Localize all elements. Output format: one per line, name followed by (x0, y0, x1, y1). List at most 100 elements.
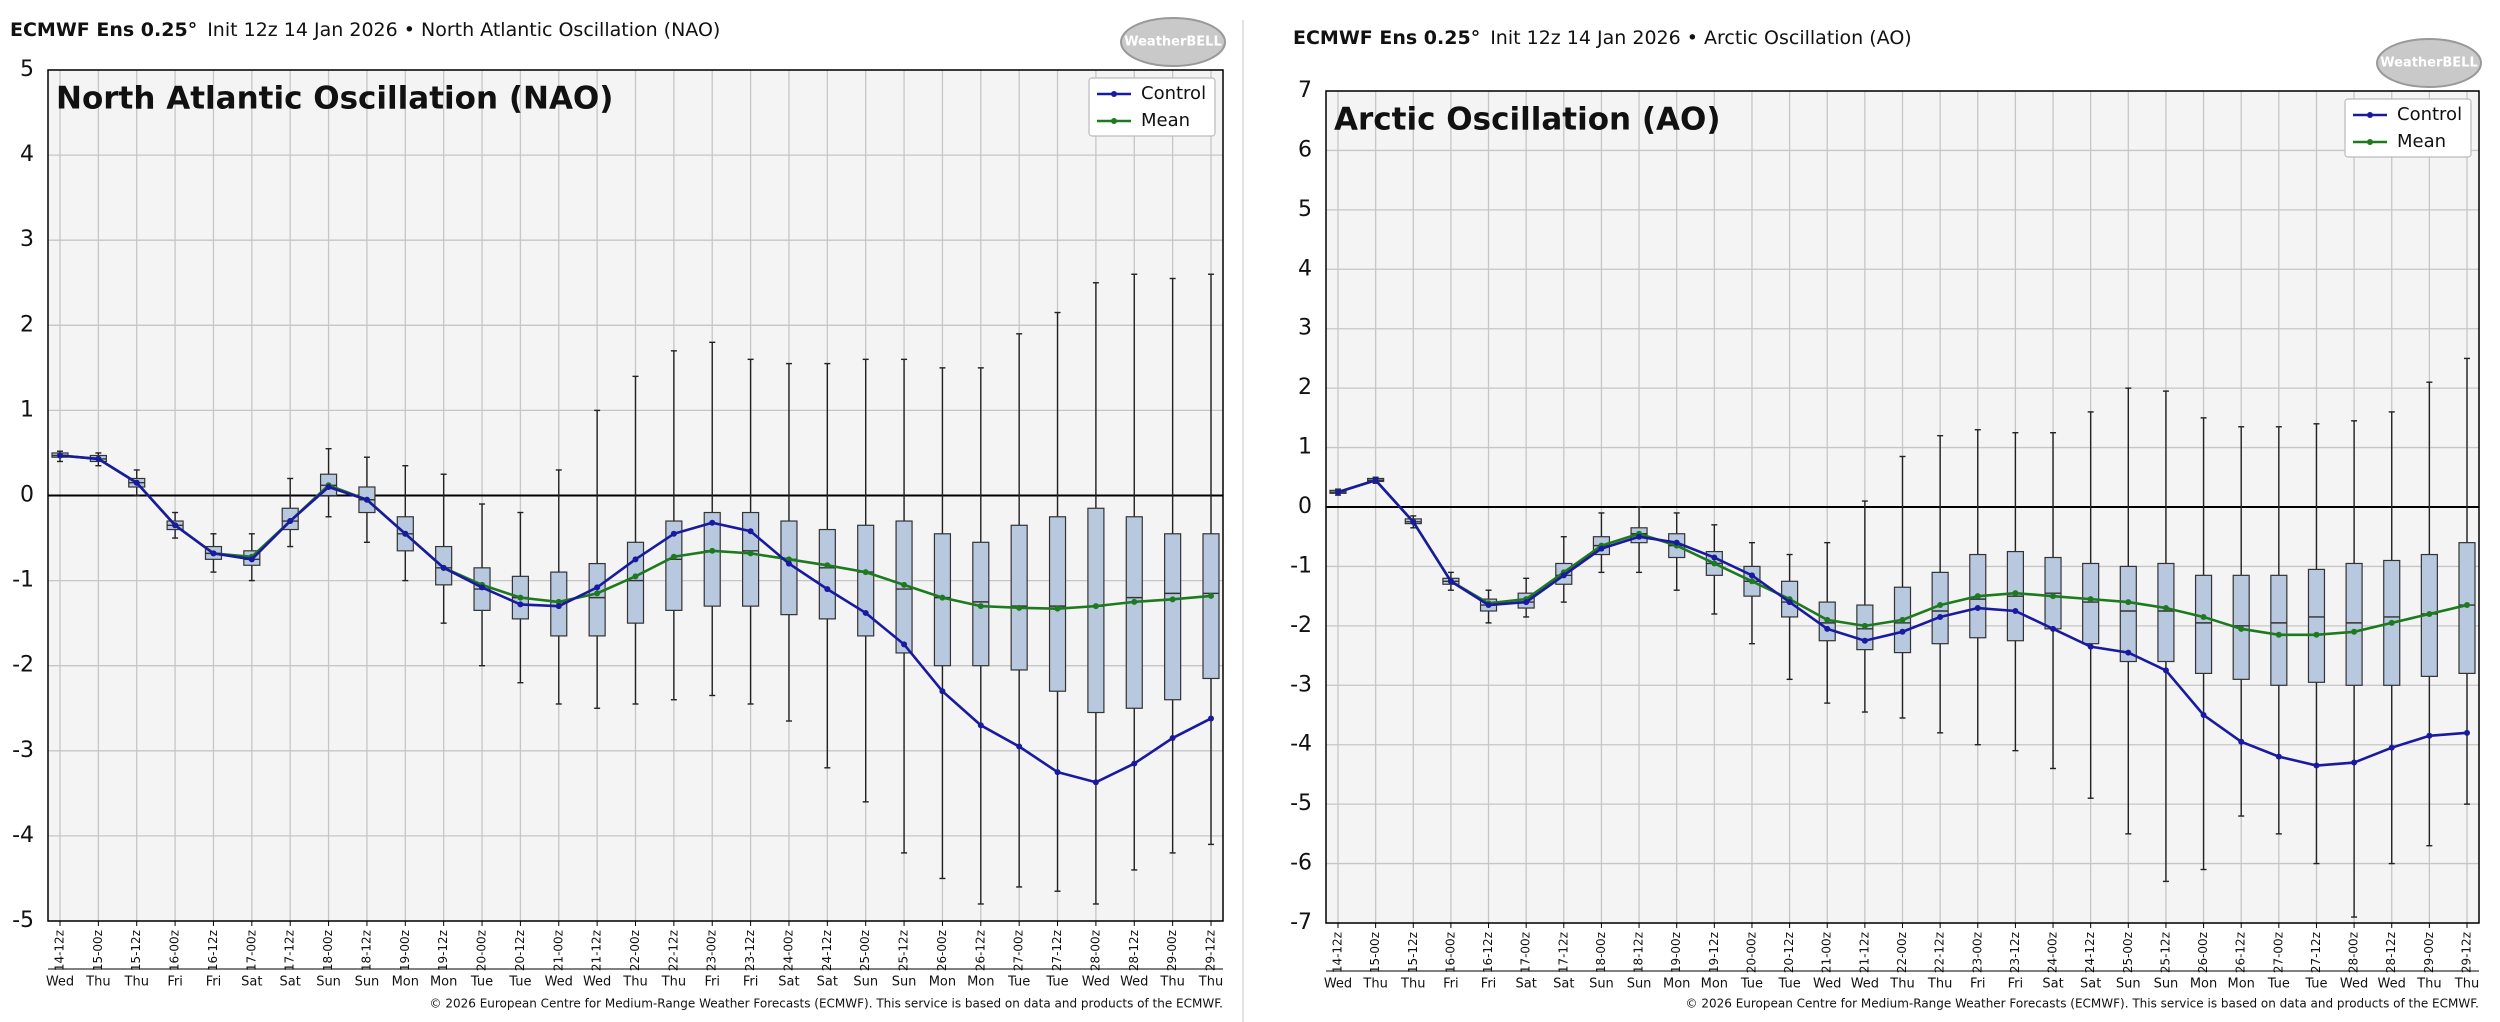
series-marker (1786, 599, 1793, 606)
chart-title: Arctic Oscillation (AO) (1334, 102, 1721, 138)
series-marker (1016, 604, 1023, 611)
x-tick-label: 19-12z (1707, 932, 1721, 973)
weekday-label: Sat (778, 975, 799, 990)
series-marker (479, 584, 486, 591)
y-tick-label: -3 (12, 738, 34, 763)
x-tick-label: 18-12z (1632, 932, 1646, 973)
box (2270, 574, 2288, 686)
series-marker (2050, 625, 2057, 632)
series-marker (555, 603, 562, 610)
weekday-label: Thu (1198, 975, 1223, 990)
series-marker (1937, 602, 1944, 609)
x-tick-label: 20-12z (513, 930, 527, 971)
weekday-label: Sat (241, 975, 262, 990)
y-tick-label: -5 (1290, 791, 1312, 816)
series-marker (901, 641, 908, 648)
y-tick-label: 4 (1298, 256, 1312, 281)
x-tick-label: 17-00z (244, 930, 258, 971)
series-marker (1711, 554, 1718, 561)
legend-label: Control (2397, 104, 2462, 125)
x-tick-label: 25-00z (858, 930, 872, 971)
weekday-label: Mon (1701, 977, 1728, 992)
x-tick-label: 14-12z (53, 930, 67, 971)
x-tick-label: 27-00z (1012, 930, 1026, 971)
y-tick-label: 6 (1298, 137, 1312, 162)
weekday-label: Wed (1120, 975, 1148, 990)
legend-swatch-marker (1111, 91, 1117, 97)
weekday-label: Thu (124, 975, 149, 990)
header-text: Init 12z 14 Jan 2026 • North Atlantic Os… (207, 19, 720, 41)
y-tick-label: -5 (12, 908, 34, 933)
box (2119, 565, 2137, 663)
series-marker (1092, 603, 1099, 610)
x-tick-label: 24-12z (820, 930, 834, 971)
series-marker (594, 584, 601, 591)
x-tick-label: 20-00z (1744, 932, 1758, 973)
weekday-label: Sat (2042, 977, 2063, 992)
x-tick-label: 22-00z (1895, 932, 1909, 973)
series-marker (2464, 602, 2470, 609)
series-marker (2275, 631, 2282, 638)
weekday-label: Sun (1627, 977, 1652, 992)
y-tick-label: 2 (1298, 375, 1312, 400)
weekday-label: Sun (316, 975, 341, 990)
series-marker (632, 556, 639, 563)
box (2345, 562, 2363, 686)
weekday-label: Sun (2116, 977, 2141, 992)
weekday-label: Thu (2454, 977, 2479, 992)
series-marker (670, 530, 677, 537)
series-marker (2200, 712, 2207, 718)
legend-label: Mean (2397, 131, 2446, 152)
x-tick-label: 28-12z (2384, 932, 2398, 973)
weekday-label: Wed (2378, 977, 2406, 992)
y-tick-label: 1 (20, 397, 34, 422)
weekday-label: Mon (392, 975, 419, 990)
x-tick-label: 16-00z (1443, 932, 1457, 973)
series-marker (939, 594, 946, 601)
x-tick-label: 16-12z (1481, 932, 1495, 973)
series-marker (1824, 625, 1831, 632)
x-tick-label: 17-00z (1519, 932, 1533, 973)
series-marker (747, 528, 754, 535)
header: ECMWF Ens 0.25° Init 12z 14 Jan 2026 • Ar… (1293, 27, 1912, 49)
series-marker (57, 452, 63, 459)
x-tick-label: 22-12z (1933, 932, 1947, 973)
series-marker (1523, 599, 1530, 606)
header-text: Init 12z 14 Jan 2026 • Arctic Oscillatio… (1490, 27, 1912, 49)
series-marker (1372, 477, 1379, 484)
y-tick-label: 5 (1298, 197, 1312, 222)
series-marker (2388, 619, 2395, 626)
weekday-label: Tue (1045, 975, 1068, 990)
series-marker (1169, 735, 1176, 742)
y-tick-label: -3 (1290, 672, 1312, 697)
series-marker (1824, 616, 1831, 623)
weekday-label: Mon (2227, 977, 2254, 992)
weekday-label: Thu (1889, 977, 1914, 992)
legend-swatch-marker (2367, 139, 2373, 145)
weekday-label: Mon (1663, 977, 1690, 992)
series-marker (2087, 643, 2094, 650)
series-marker (2238, 738, 2245, 745)
box (1202, 533, 1220, 680)
series-marker (1673, 539, 1680, 546)
series-marker (824, 586, 831, 593)
series-marker (1861, 622, 1868, 629)
box (665, 520, 683, 611)
series-marker (2125, 649, 2132, 656)
series-marker (2012, 608, 2019, 614)
weekday-label: Sun (853, 975, 878, 990)
weekday-label: Tue (1007, 975, 1030, 990)
weekday-label: Thu (661, 975, 686, 990)
series-marker (555, 598, 562, 605)
x-tick-label: 15-12z (1406, 932, 1420, 973)
weekday-label: Thu (1159, 975, 1184, 990)
series-marker (939, 688, 946, 695)
weekday-label: Thu (622, 975, 647, 990)
x-tick-label: 23-00z (1970, 932, 1984, 973)
weekday-label: Fri (1443, 977, 1459, 992)
y-tick-label: 2 (20, 312, 34, 337)
series-marker (785, 560, 792, 567)
weekday-label: Sun (1589, 977, 1614, 992)
series-marker (2388, 744, 2395, 751)
weekday-label: Sun (2154, 977, 2179, 992)
